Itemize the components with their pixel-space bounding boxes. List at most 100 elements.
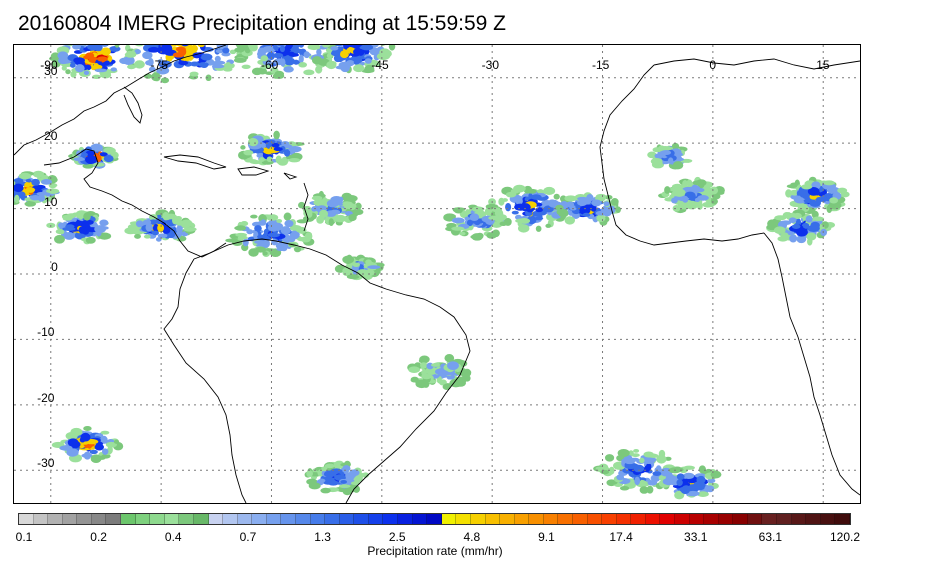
precipitation-cell <box>311 206 317 212</box>
precipitation-cell <box>260 64 271 70</box>
precipitation-cluster <box>225 212 315 258</box>
precipitation-cell <box>61 65 67 71</box>
precipitation-cell <box>444 354 455 363</box>
precipitation-cell <box>280 146 286 153</box>
precipitation-cell <box>189 71 199 77</box>
precipitation-cell <box>99 152 108 157</box>
precipitation-cell <box>342 255 355 264</box>
precipitation-cell <box>65 431 78 440</box>
precipitation-cluster <box>238 130 305 166</box>
precipitation-cell <box>234 47 245 53</box>
precipitation-cell <box>698 465 706 474</box>
longitude-label: -30 <box>481 57 500 72</box>
precipitation-cell <box>610 198 619 206</box>
precipitation-cell <box>262 251 268 256</box>
precipitation-cell <box>253 230 259 240</box>
precipitation-cell <box>136 63 145 68</box>
precipitation-cell <box>788 217 797 223</box>
precipitation-cell <box>257 220 267 226</box>
precipitation-cell <box>260 55 269 62</box>
precipitation-cell <box>672 161 684 170</box>
precipitation-cell <box>374 61 381 67</box>
precipitation-cell <box>87 45 101 51</box>
precipitation-cell <box>225 62 231 68</box>
precipitation-cell <box>80 432 91 442</box>
precipitation-cluster <box>647 142 693 170</box>
coastline-central-america <box>43 148 227 258</box>
precipitation-cell <box>639 486 649 494</box>
precipitation-cell <box>333 50 342 55</box>
colorbar-swatch <box>412 514 428 524</box>
precipitation-cell <box>633 464 645 473</box>
precipitation-cell <box>642 457 656 465</box>
precipitation-colorbar <box>18 513 851 525</box>
precipitation-cell <box>710 470 722 479</box>
precipitation-cell <box>240 145 246 150</box>
precipitation-cell <box>92 162 105 167</box>
precipitation-cell <box>463 374 471 382</box>
colorbar-tick: 63.1 <box>758 530 783 544</box>
precipitation-cell <box>142 51 153 60</box>
precipitation-cell <box>575 204 581 209</box>
precipitation-cell <box>790 182 799 187</box>
precipitation-cell <box>451 217 465 224</box>
precipitation-cell <box>129 51 136 56</box>
precipitation-cell <box>684 191 696 199</box>
precipitation-cell <box>306 470 313 478</box>
precipitation-map <box>13 44 861 504</box>
map-canvas <box>14 45 860 503</box>
latitude-label: 10 <box>44 194 58 209</box>
precipitation-cell <box>315 65 323 74</box>
precipitation-cell <box>283 57 296 66</box>
precipitation-cell <box>369 47 380 56</box>
precipitation-cell <box>795 227 808 237</box>
precipitation-cell <box>346 274 360 280</box>
precipitation-cell <box>198 62 209 68</box>
precipitation-cell <box>14 183 24 193</box>
precipitation-cell <box>158 60 172 69</box>
precipitation-cell <box>582 212 591 217</box>
colorbar-swatch <box>660 514 676 524</box>
colorbar-swatch <box>223 514 238 524</box>
longitude-label: -90 <box>40 57 58 72</box>
precipitation-cell <box>420 362 428 369</box>
latitude-label: -10 <box>37 325 55 340</box>
precipitation-cell <box>619 486 630 491</box>
precipitation-cell <box>143 234 151 239</box>
precipitation-cell <box>250 214 258 219</box>
precipitation-cell <box>472 206 485 212</box>
colorbar-swatch <box>164 514 180 524</box>
precipitation-cell <box>303 51 310 59</box>
precipitation-cluster <box>555 192 621 226</box>
precipitation-cell <box>514 214 522 220</box>
colorbar-swatch <box>456 514 471 524</box>
precipitation-cell <box>498 197 505 206</box>
colorbar-swatch <box>427 514 442 524</box>
precipitation-cell <box>283 212 292 221</box>
colorbar-swatch <box>281 514 296 524</box>
colorbar-swatch <box>383 514 399 524</box>
precipitation-cell <box>41 179 53 185</box>
colorbar-swatch <box>441 514 457 524</box>
precipitation-cell <box>72 212 79 217</box>
precipitation-cluster <box>124 45 249 84</box>
precipitation-cell <box>237 235 248 240</box>
precipitation-cell <box>812 216 825 222</box>
precipitation-cell <box>517 224 530 233</box>
precipitation-cell <box>569 205 578 211</box>
precipitation-cluster <box>443 204 512 241</box>
colorbar-swatch <box>310 514 326 524</box>
precipitation-cell <box>179 47 187 56</box>
precipitation-cell <box>222 47 230 54</box>
precipitation-cell <box>596 214 606 223</box>
precipitation-cell <box>434 368 446 375</box>
precipitation-cell <box>808 189 817 194</box>
precipitation-cell <box>696 475 706 484</box>
precipitation-cell <box>280 58 286 67</box>
precipitation-cell <box>86 157 95 165</box>
precipitation-cell <box>326 53 333 59</box>
precipitation-cell <box>272 52 284 58</box>
precipitation-cluster <box>785 176 850 214</box>
precipitation-cell <box>318 478 326 483</box>
precipitation-cell <box>267 220 276 227</box>
